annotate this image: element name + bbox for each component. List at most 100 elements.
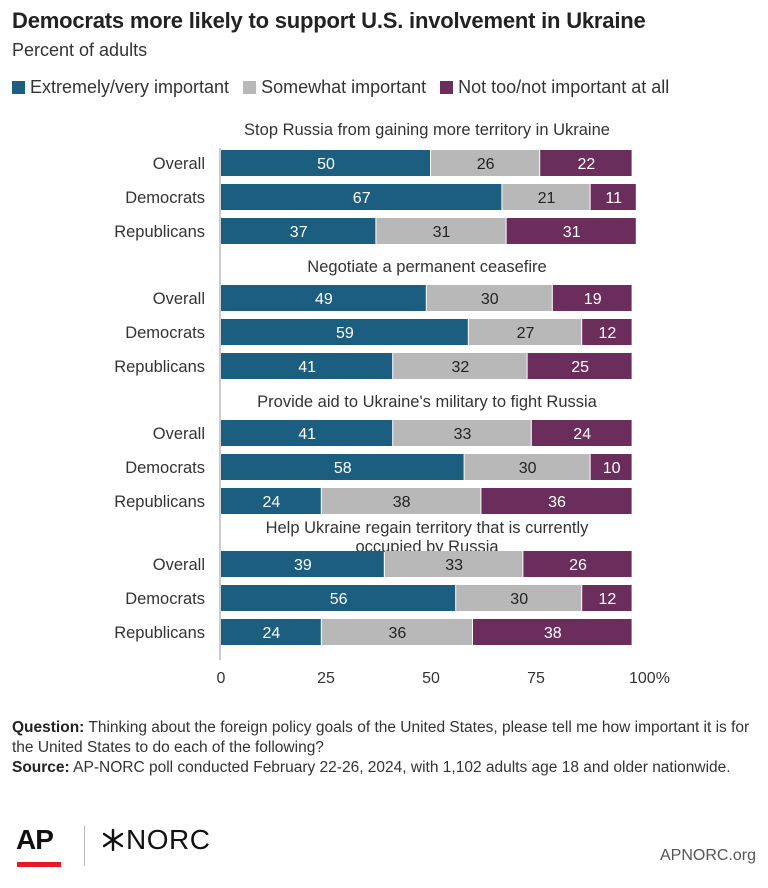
row-label: Democrats <box>125 324 205 342</box>
bar-segment <box>221 150 430 176</box>
question-label: Question: <box>12 719 85 736</box>
data-label: 26 <box>477 156 495 173</box>
bar-segment <box>426 285 552 311</box>
data-label: 22 <box>578 156 596 173</box>
row-label: Democrats <box>125 189 205 207</box>
row-label: Overall <box>153 290 205 308</box>
data-label: 24 <box>263 625 281 642</box>
row-label: Republicans <box>114 493 205 511</box>
norc-logo-text: NORC <box>126 824 211 855</box>
data-label: 11 <box>605 190 622 207</box>
bar-segment <box>393 353 527 379</box>
ap-logo: AP <box>16 824 54 855</box>
row-label: Overall <box>153 556 205 574</box>
data-label: 49 <box>315 291 333 308</box>
data-label: 37 <box>290 224 308 241</box>
legend-swatch <box>12 81 25 94</box>
data-label: 25 <box>571 359 589 376</box>
bar-segment <box>376 218 506 244</box>
panel-title: Stop Russia from gaining more territory … <box>244 121 610 139</box>
site-url[interactable]: APNORC.org <box>659 847 756 864</box>
bar-segment <box>456 585 582 611</box>
bar-segment <box>531 420 632 446</box>
legend: Extremely/very important Somewhat import… <box>12 77 683 98</box>
panel-title: Help Ukraine regain territory that is cu… <box>266 519 590 537</box>
data-label: 27 <box>517 325 535 342</box>
data-label: 26 <box>569 557 587 574</box>
legend-swatch <box>440 81 454 94</box>
data-label: 33 <box>454 426 472 443</box>
data-label: 67 <box>353 190 371 207</box>
row-label: Overall <box>153 425 205 443</box>
data-label: 24 <box>573 426 591 443</box>
bar-segment <box>221 285 426 311</box>
bar-segment <box>590 454 632 480</box>
ap-logo-underline <box>17 862 61 867</box>
legend-item-extremely-very: Extremely/very important <box>12 77 229 98</box>
data-label: 21 <box>538 190 556 207</box>
source-note: Source: AP-NORC poll conducted February … <box>12 758 757 778</box>
legend-label: Extremely/very important <box>30 77 230 97</box>
legend-swatch <box>243 81 257 94</box>
bar-segment <box>464 454 590 480</box>
chart-footer: Question: Thinking about the foreign pol… <box>12 718 757 778</box>
x-tick-label: 0 <box>217 670 226 687</box>
bar-segment <box>552 285 632 311</box>
panel-title: Negotiate a permanent ceasefire <box>307 258 546 276</box>
legend-item-not-important: Not too/not important at all <box>440 77 669 98</box>
data-label: 38 <box>544 625 562 642</box>
data-label: 12 <box>599 325 617 342</box>
bar-segment <box>590 184 636 210</box>
bar-segment <box>221 420 393 446</box>
row-label: Democrats <box>125 590 205 608</box>
data-label: 38 <box>393 494 411 511</box>
data-label: 32 <box>452 359 470 376</box>
chart-subtitle: Percent of adults <box>12 40 148 60</box>
data-label: 58 <box>334 460 352 477</box>
bar-segment <box>523 551 632 577</box>
norc-logo: NORC <box>102 824 210 856</box>
data-label: 33 <box>445 557 463 574</box>
bar-segment <box>221 585 456 611</box>
data-label: 19 <box>584 291 602 308</box>
bar-segment <box>473 619 632 645</box>
source-label: Source: <box>12 759 70 776</box>
bar-segment <box>540 150 632 176</box>
bar-segment <box>506 218 636 244</box>
bar-segment <box>221 488 321 514</box>
stacked-bar-chart: Stop Russia from gaining more territory … <box>114 121 670 687</box>
data-label: 31 <box>563 224 581 241</box>
bar-segment <box>221 353 393 379</box>
logo-area: AP NORC <box>16 820 276 870</box>
data-label: 56 <box>330 591 348 608</box>
data-label: 24 <box>263 494 281 511</box>
bar-segment <box>582 319 632 345</box>
bar-segment <box>582 585 632 611</box>
data-label: 50 <box>317 156 335 173</box>
bar-segment <box>468 319 582 345</box>
row-label: Republicans <box>114 624 205 642</box>
x-tick-label: 50 <box>422 670 440 687</box>
x-tick-label: 75 <box>527 670 545 687</box>
logo-divider <box>84 826 85 866</box>
bar-segment <box>221 551 384 577</box>
data-label: 30 <box>519 460 537 477</box>
bar-segment <box>527 353 632 379</box>
bar-segment <box>321 488 481 514</box>
bar-segment <box>384 551 523 577</box>
bar-segment <box>221 184 502 210</box>
bar-segment <box>221 319 468 345</box>
row-label: Republicans <box>114 223 205 241</box>
question-text: Thinking about the foreign policy goals … <box>12 719 750 756</box>
data-label: 41 <box>298 426 316 443</box>
bar-segment <box>221 619 321 645</box>
legend-label: Somewhat important <box>261 77 427 97</box>
asterisk-star-icon <box>102 828 124 852</box>
row-label: Democrats <box>125 459 205 477</box>
data-label: 30 <box>481 291 499 308</box>
data-label: 12 <box>599 591 617 608</box>
bar-segment <box>502 184 590 210</box>
data-label: 31 <box>433 224 451 241</box>
chart-title: Democrats more likely to support U.S. in… <box>12 8 646 33</box>
source-text: AP-NORC poll conducted February 22-26, 2… <box>73 759 731 776</box>
